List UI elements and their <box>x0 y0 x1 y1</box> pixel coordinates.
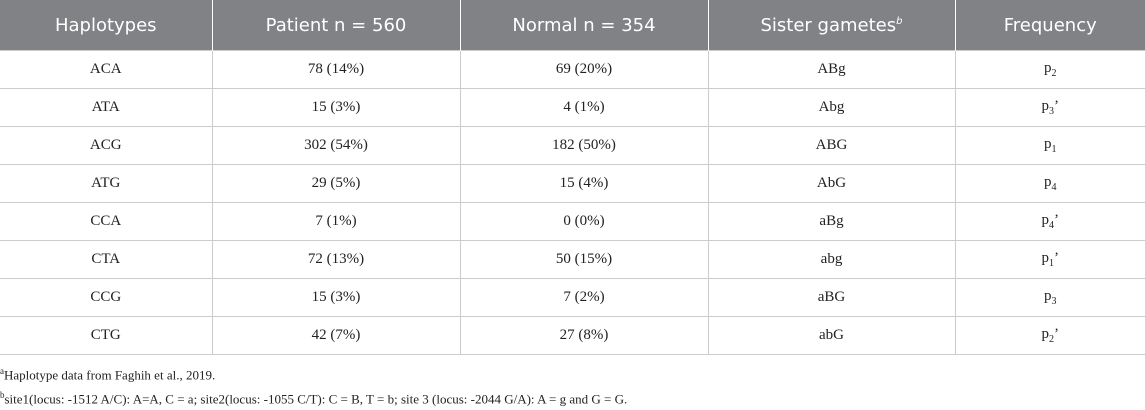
header-cell: Frequency <box>955 0 1145 51</box>
table-cell: 50 (15%) <box>459 240 709 279</box>
table: Haplotypes Patient n = 560 Normal n = 354 S… <box>0 0 1145 355</box>
table-cell: ABG <box>707 126 956 165</box>
table-cell: 7 (2%) <box>459 278 709 317</box>
table-cell: AbG <box>707 164 956 203</box>
table-row: CCG 15 (3%) 7 (2%) aBG p3 <box>0 278 1145 317</box>
frequency-base: p <box>1044 60 1052 76</box>
table-cell: 72 (13%) <box>211 240 461 279</box>
table-cell: 182 (50%) <box>459 126 709 165</box>
frequency-cell: p4’ <box>954 202 1145 241</box>
footnote: aHaplotype data from Faghih et al., 2019… <box>0 361 1145 385</box>
table-cell: 302 (54%) <box>211 126 461 165</box>
table-row: ATA 15 (3%) 4 (1%) Abg p3’ <box>0 88 1145 127</box>
header-cell: Patient n = 560 <box>212 0 461 51</box>
table-cell: 42 (7%) <box>211 316 461 355</box>
frequency-base: p <box>1041 250 1050 266</box>
table-cell: Abg <box>707 88 956 127</box>
frequency-subscript: 1 <box>1051 144 1057 155</box>
frequency-subscript: 1 <box>1049 258 1054 269</box>
header-cell: Haplotypes <box>0 0 213 51</box>
table-cell: 15 (3%) <box>211 88 461 127</box>
table-cell: 27 (8%) <box>459 316 709 355</box>
footnote-mark: a <box>0 366 4 376</box>
header-text: Sister gametes <box>760 14 897 36</box>
table-cell: CCG <box>0 278 213 317</box>
frequency-prime: ’ <box>1054 326 1059 342</box>
table-cell: 15 (3%) <box>211 278 461 317</box>
table-cell: abG <box>707 316 956 355</box>
frequency-subscript: 4 <box>1049 220 1054 231</box>
header-cell: Normal n = 354 <box>460 0 709 51</box>
footnote-text: Haplotype data from Faghih et al., 2019. <box>4 367 216 383</box>
table-row: CCA 7 (1%) 0 (0%) aBg p4’ <box>0 202 1145 241</box>
table-cell: ACG <box>0 126 213 165</box>
table-row: CTA 72 (13%) 50 (15%) abg p1’ <box>0 240 1145 279</box>
table-cell: 4 (1%) <box>459 88 709 127</box>
frequency-cell: p2’ <box>954 316 1145 355</box>
frequency-base: p <box>1041 326 1050 342</box>
frequency-cell: p1’ <box>954 240 1145 279</box>
table-cell: ABg <box>707 50 956 89</box>
table-cell: aBg <box>707 202 956 241</box>
table-row: ATG 29 (5%) 15 (4%) AbG p4 <box>0 164 1145 203</box>
frequency-base: p <box>1044 174 1052 190</box>
frequency-cell: p2 <box>954 50 1145 89</box>
frequency-cell: p3 <box>954 278 1145 317</box>
frequency-prime: ’ <box>1054 212 1059 228</box>
table-body: ACA 78 (14%) 69 (20%) ABg p2 ATA 15 (3%) 4 (1%)… <box>0 50 1145 355</box>
footnotes: aHaplotype data from Faghih et al., 2019… <box>0 355 1145 410</box>
footnote-mark: b <box>0 390 5 401</box>
table-cell: abg <box>707 240 956 279</box>
frequency-subscript: 2 <box>1049 334 1054 345</box>
table-row: CTG 42 (7%) 27 (8%) abG p2’ <box>0 316 1145 355</box>
table-cell: 69 (20%) <box>459 50 709 89</box>
frequency-subscript: 3 <box>1051 296 1057 307</box>
table-cell: ATG <box>0 164 213 203</box>
frequency-base: p <box>1044 288 1052 304</box>
footnote-text: site1(locus: -1512 A/C): A=A, C = a; sit… <box>4 391 628 407</box>
frequency-base: p <box>1041 212 1050 228</box>
table-cell: 0 (0%) <box>459 202 709 241</box>
frequency-prime: ’ <box>1054 98 1059 114</box>
table-cell: ATA <box>0 88 213 127</box>
table-cell: 78 (14%) <box>211 50 461 89</box>
frequency-cell: p1 <box>954 126 1145 165</box>
table-cell: 7 (1%) <box>211 202 461 241</box>
table-cell: aBG <box>707 278 956 317</box>
table-cell: 29 (5%) <box>211 164 461 203</box>
table-row: ACA 78 (14%) 69 (20%) ABg p2 <box>0 50 1145 89</box>
frequency-cell: p3’ <box>954 88 1145 127</box>
frequency-base: p <box>1041 98 1050 114</box>
table-cell: ACA <box>0 50 213 89</box>
table-row: ACG 302 (54%) 182 (50%) ABG p1 <box>0 126 1145 165</box>
footnote: bsite1(locus: -1512 A/C): A=A, C = a; si… <box>0 385 1145 409</box>
table-cell: CTA <box>0 240 213 279</box>
header-cell: Sister gametesb <box>708 0 956 51</box>
frequency-subscript: 3 <box>1049 106 1054 117</box>
frequency-subscript: 2 <box>1051 68 1057 79</box>
frequency-subscript: 4 <box>1051 182 1057 193</box>
frequency-prime: ’ <box>1054 250 1059 266</box>
frequency-cell: p4 <box>954 164 1145 203</box>
superscript: b <box>896 15 903 27</box>
table-cell: CCA <box>0 202 213 241</box>
table-cell: 15 (4%) <box>459 164 709 203</box>
frequency-base: p <box>1044 136 1052 152</box>
header-row: Haplotypes Patient n = 560 Normal n = 354 S… <box>0 0 1145 51</box>
table-cell: CTG <box>0 316 213 355</box>
